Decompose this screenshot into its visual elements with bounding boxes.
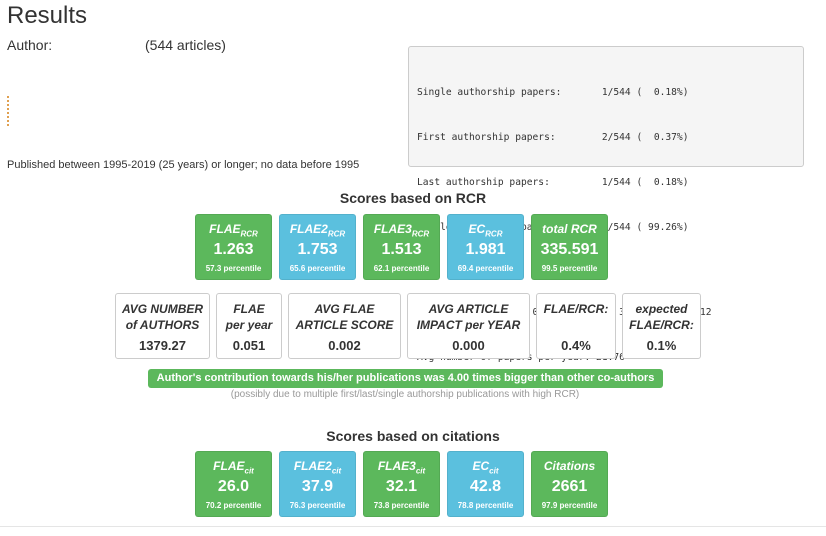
score-box-flae3-cit: FLAE3cit 32.1 73.8 percentile xyxy=(363,451,440,517)
avg-box-label: of AUTHORS xyxy=(125,318,200,332)
avg-box-value: 0.051 xyxy=(232,338,266,353)
score-label-sub: cit xyxy=(489,466,499,476)
score-box-total-rcr: total RCR 335.591 99.5 percentile xyxy=(531,214,608,280)
score-value: 26.0 xyxy=(217,478,250,495)
expected-flae-rcr-box: expected FLAE/RCR: 0.1% xyxy=(622,293,701,359)
score-label-sub: cit xyxy=(415,466,426,476)
author-label: Author: xyxy=(7,37,53,53)
avg-flae-article-score-box: AVG FLAE ARTICLE SCORE 0.002 xyxy=(288,293,401,359)
page-title: Results xyxy=(7,2,88,29)
score-percentile: 70.2 percentile xyxy=(205,501,262,510)
avg-box-label: ARTICLE SCORE xyxy=(295,318,394,332)
score-label: FLAE3 xyxy=(373,222,412,236)
avg-box-label: FLAE/RCR: xyxy=(543,302,609,316)
score-percentile: 62.1 percentile xyxy=(373,264,430,273)
score-percentile: 57.3 percentile xyxy=(205,264,262,273)
score-box-flae3-rcr: FLAE3RCR 1.513 62.1 percentile xyxy=(363,214,440,280)
score-label: FLAE xyxy=(213,459,245,473)
avg-box-label: AVG ARTICLE xyxy=(428,302,509,316)
score-label-sub: RCR xyxy=(485,229,503,239)
score-box-flae2-rcr: FLAE2RCR 1.753 65.6 percentile xyxy=(279,214,356,280)
avg-box-value: 1379.27 xyxy=(139,338,186,353)
rcr-section-title: Scores based on RCR xyxy=(339,190,487,206)
score-percentile: 69.4 percentile xyxy=(457,264,514,273)
score-percentile: 76.3 percentile xyxy=(289,501,346,510)
score-percentile: 97.9 percentile xyxy=(541,501,598,510)
score-percentile: 78.8 percentile xyxy=(457,501,514,510)
avg-box-value: 0.000 xyxy=(452,338,485,353)
score-box-ec-rcr: ECRCR 1.981 69.4 percentile xyxy=(447,214,524,280)
avg-article-impact-box: AVG ARTICLE IMPACT per YEAR 0.000 xyxy=(407,293,530,359)
avg-box-value: 0.002 xyxy=(328,338,361,353)
contribution-note: (possibly due to multiple first/last/sin… xyxy=(230,389,580,400)
avg-box-label: AVG NUMBER xyxy=(121,302,204,316)
score-label: FLAE2 xyxy=(289,222,328,236)
score-box-flae2-cit: FLAE2cit 37.9 76.3 percentile xyxy=(279,451,356,517)
score-percentile: 73.8 percentile xyxy=(373,501,430,510)
score-box-flae-rcr: FLAERCR 1.263 57.3 percentile xyxy=(195,214,272,280)
flae-per-year-box: FLAE per year 0.051 xyxy=(216,293,282,359)
score-label-sub: RCR xyxy=(327,229,346,239)
avg-box-value: 0.4% xyxy=(561,338,591,353)
rcr-score-row: FLAERCR 1.263 57.3 percentile FLAE2RCR 1… xyxy=(195,214,615,280)
citation-section-title: Scores based on citations xyxy=(326,428,500,444)
score-label-sub: RCR xyxy=(240,229,258,239)
citation-score-row: FLAEcit 26.0 70.2 percentile FLAE2cit 37… xyxy=(195,451,615,517)
score-label: FLAE3 xyxy=(377,459,416,473)
score-value: 1.263 xyxy=(213,241,254,258)
score-percentile: 65.6 percentile xyxy=(289,264,346,273)
score-value: 1.981 xyxy=(465,241,506,258)
score-label: total RCR xyxy=(542,222,597,236)
flae-rcr-box: FLAE/RCR: 0.4% xyxy=(536,293,616,359)
contribution-banner: Author's contribution towards his/her pu… xyxy=(148,369,663,388)
score-value: 1.513 xyxy=(381,241,422,258)
avg-box-label: IMPACT per YEAR xyxy=(416,318,521,332)
avg-box-label: AVG FLAE xyxy=(314,302,375,316)
score-label: FLAE2 xyxy=(293,459,332,473)
stat-line: First authorship papers: 2/544 ( 0.37%) xyxy=(417,132,689,143)
published-range: Published between 1995-2019 (25 years) o… xyxy=(7,159,360,171)
score-percentile: 99.5 percentile xyxy=(541,264,598,273)
avg-box-value: 0.1% xyxy=(646,338,677,353)
avg-box-label: expected xyxy=(635,302,688,316)
score-value: 2661 xyxy=(551,478,588,495)
avg-box-label: FLAE xyxy=(233,302,265,316)
score-value: 335.591 xyxy=(540,241,599,258)
score-box-flae-cit: FLAEcit 26.0 70.2 percentile xyxy=(195,451,272,517)
decorative-dots xyxy=(7,96,9,126)
score-box-ec-cit: ECcit 42.8 78.8 percentile xyxy=(447,451,524,517)
score-box-citations: Citations 2661 97.9 percentile xyxy=(531,451,608,517)
score-label: FLAE xyxy=(209,222,241,236)
score-label: EC xyxy=(472,459,490,473)
authorship-stats-box: Single authorship papers: 1/544 ( 0.18%)… xyxy=(408,46,804,363)
score-value: 32.1 xyxy=(385,478,418,495)
avg-box-label: per year xyxy=(225,318,273,332)
average-metrics-row: AVG NUMBER of AUTHORS 1379.27 FLAE per y… xyxy=(115,293,707,359)
bottom-divider xyxy=(0,526,826,527)
avg-box-label: FLAE/RCR: xyxy=(629,318,694,332)
score-label-sub: RCR xyxy=(411,229,430,239)
score-label: Citations xyxy=(543,459,596,473)
stat-line: Single authorship papers: 1/544 ( 0.18%) xyxy=(417,87,689,98)
score-label-sub: cit xyxy=(244,466,254,476)
score-value: 1.753 xyxy=(297,241,338,258)
score-label: EC xyxy=(468,222,486,236)
score-label-sub: cit xyxy=(331,466,342,476)
avg-authors-box: AVG NUMBER of AUTHORS 1379.27 xyxy=(115,293,210,359)
score-value: 37.9 xyxy=(301,478,334,495)
stat-line: Last authorship papers: 1/544 ( 0.18%) xyxy=(417,177,689,188)
article-count: (544 articles) xyxy=(145,37,226,53)
score-value: 42.8 xyxy=(469,478,502,495)
